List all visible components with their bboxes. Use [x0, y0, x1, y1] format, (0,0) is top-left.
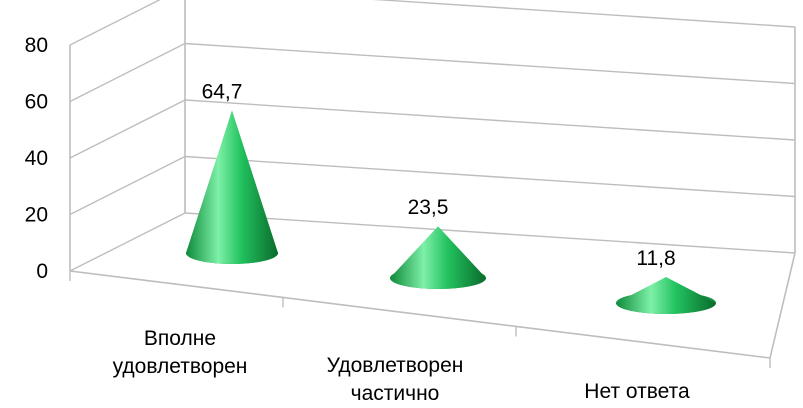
y-tick-label-60: 60 [25, 91, 48, 114]
gridline-back-0 [184, 212, 796, 254]
y-tick-label-0: 0 [36, 260, 48, 283]
y-tick-label-40: 40 [25, 147, 48, 170]
data-label-2: 11,8 [636, 247, 675, 270]
gridline-back-20 [184, 155, 796, 198]
cone-1 [390, 226, 486, 289]
cone-2 [616, 276, 716, 314]
y-tick-label-80: 80 [25, 34, 48, 57]
data-label-1: 23,5 [408, 196, 449, 219]
y-tick-label-20: 20 [25, 204, 48, 227]
cone-body-1 [390, 226, 486, 289]
chart-series [186, 110, 716, 314]
axis-floor-right [769, 252, 796, 359]
category-label-2: Нет ответа [584, 380, 690, 403]
gridline-side-40 [69, 99, 186, 159]
data-label-0: 64,7 [202, 80, 243, 103]
gridline-side-0 [69, 212, 186, 272]
cone-body-2 [616, 276, 716, 314]
cone-0 [186, 110, 278, 264]
gridline-side-20 [69, 155, 186, 216]
category-label-0: Вполне удовлетворен [112, 327, 248, 378]
y-axis: 0 20 40 60 80 [25, 34, 48, 283]
gridline-side-60 [69, 42, 186, 103]
gridline-back-80 [372, 0, 796, 28]
gridline-back-60 [184, 42, 796, 85]
data-labels: 64,7 23,5 11,8 [202, 80, 676, 270]
category-label-1: Удовлетворен частично [326, 354, 464, 405]
axis-floor-front [69, 270, 771, 359]
gridline-side-80 [69, 0, 161, 46]
chart-grid [69, 0, 796, 368]
cone-body-0 [186, 110, 278, 264]
gridline-back-40 [184, 99, 796, 141]
